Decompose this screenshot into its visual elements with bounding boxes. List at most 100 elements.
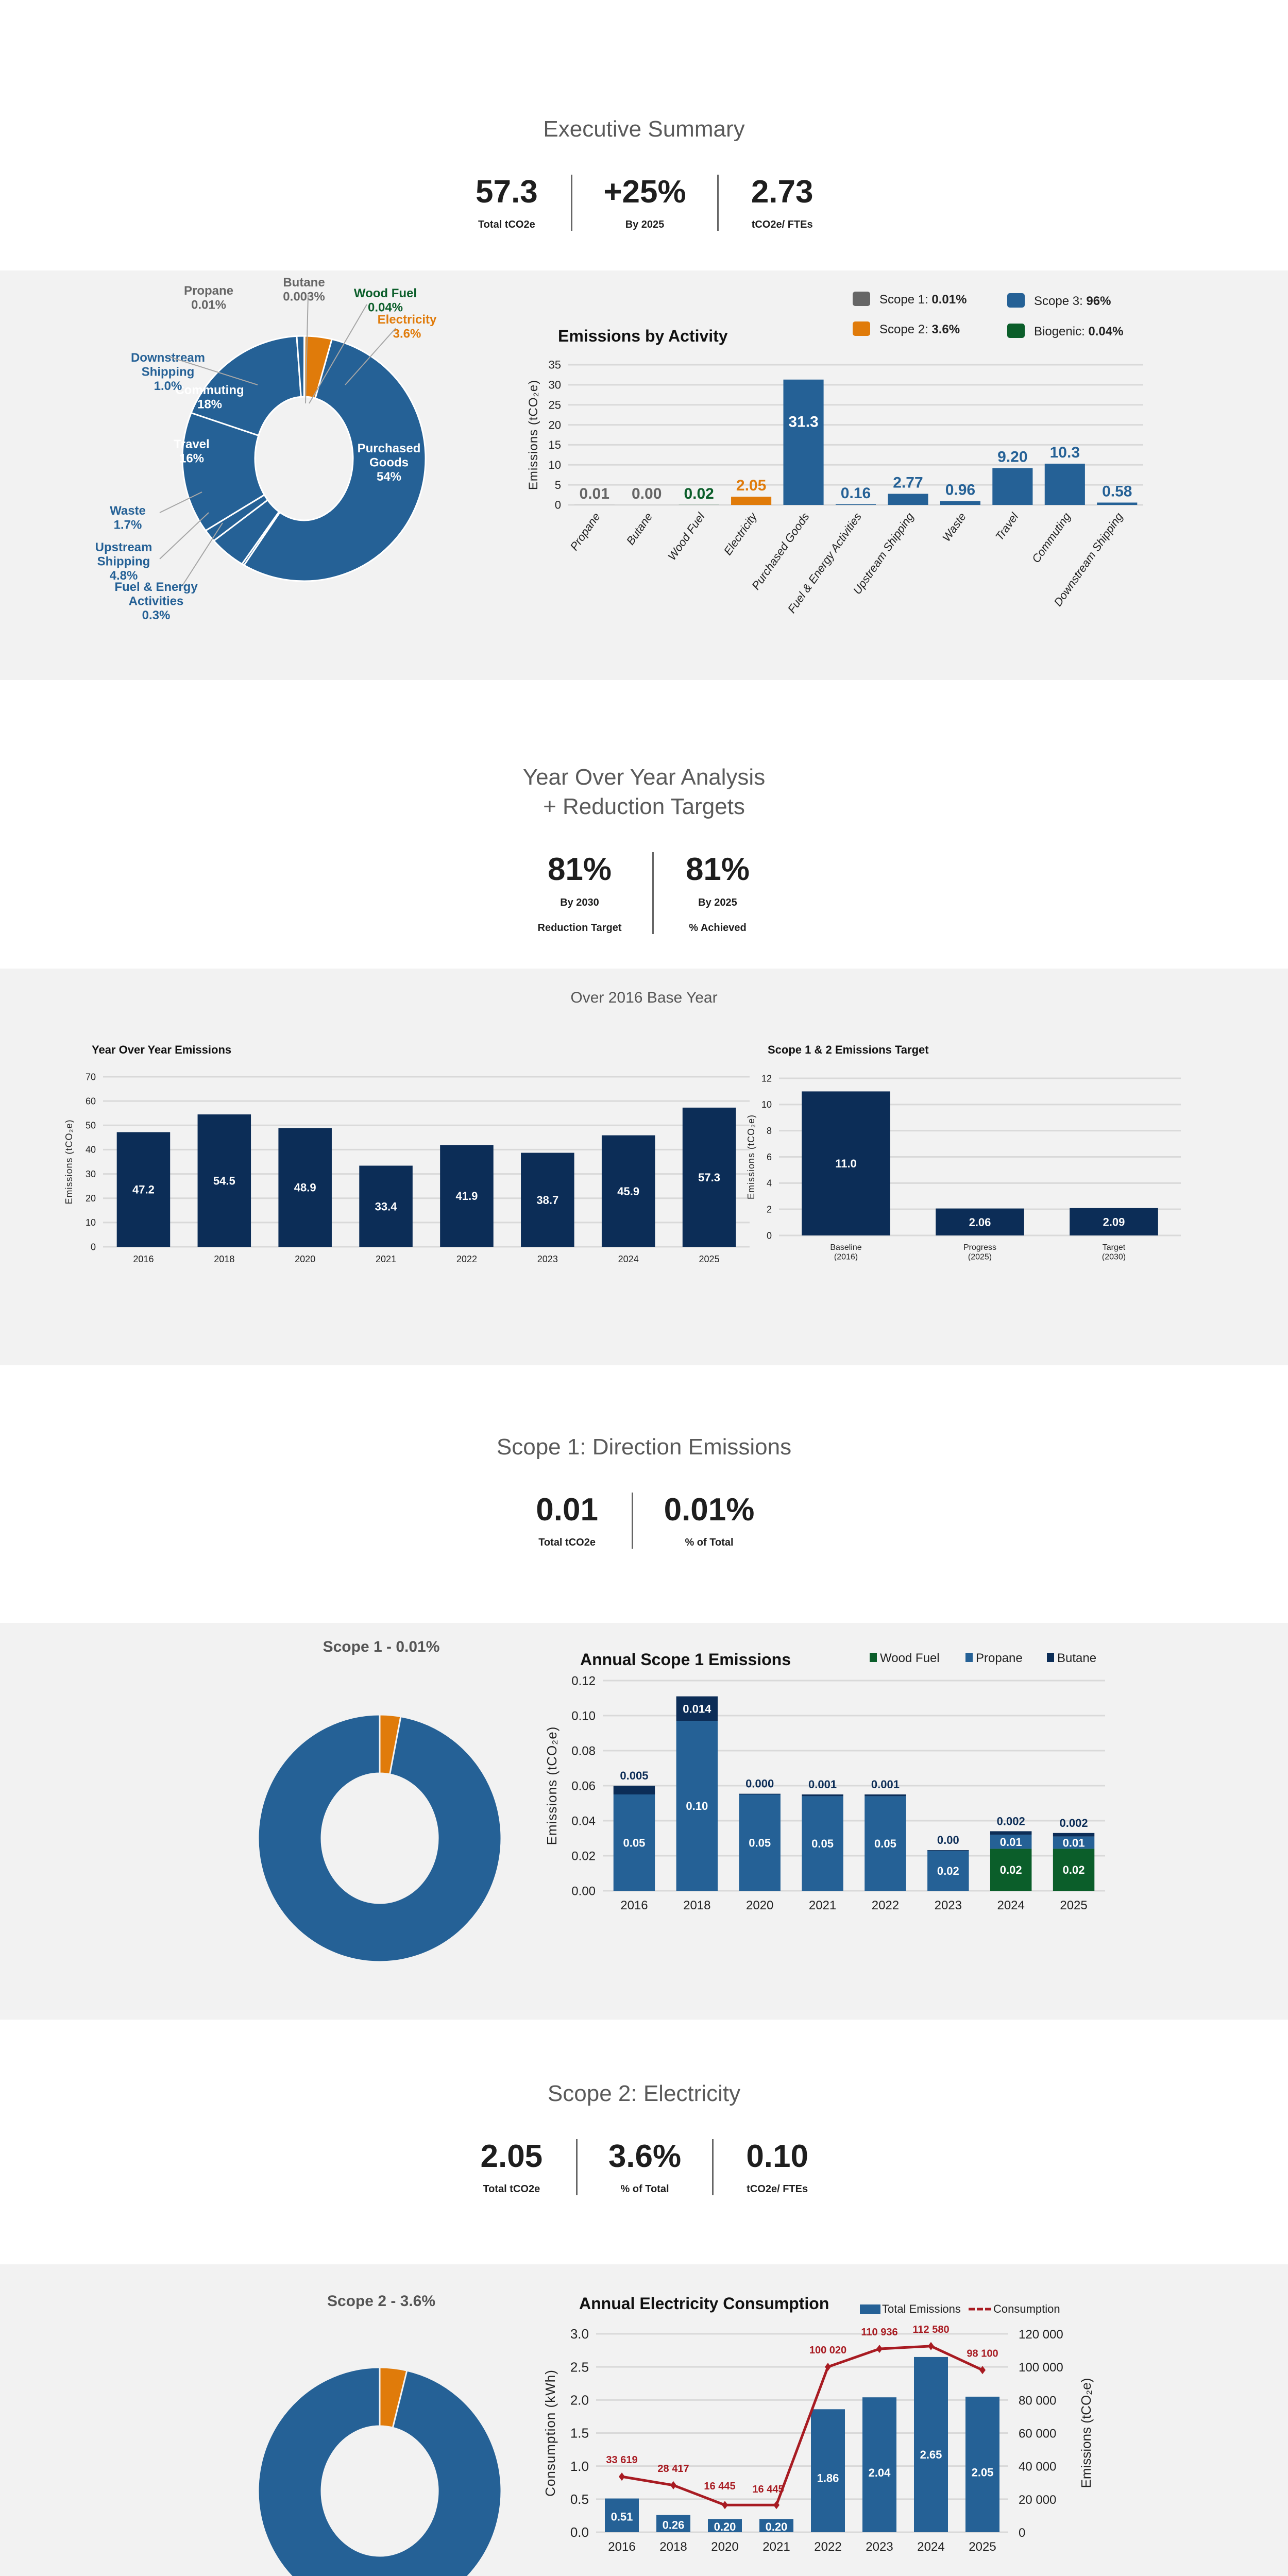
line-marker	[825, 2363, 831, 2371]
bar-segment	[990, 1849, 1032, 1891]
donut-label: Fuel & Energy Activities 0.3%	[114, 580, 198, 622]
bar	[440, 1145, 494, 1247]
leader-line	[159, 492, 202, 513]
emissions-by-activity-chart: Emissions by Activity Scope 1: 0.01% Scope…	[527, 292, 1143, 616]
data-label: 0.05	[749, 1837, 771, 1850]
kpi-row: 2.05 Total tCO2e 3.6% % of Total 0.10 tC…	[0, 2139, 1288, 2196]
kpi-row: 57.3 Total tCO2e +25% By 2025 2.73 tCO2e…	[0, 174, 1288, 231]
bar-segment	[865, 1796, 906, 1891]
section-title: Year Over Year Analysis + Reduction Targ…	[0, 680, 1288, 821]
x-tick-label: 2022	[814, 2540, 841, 2554]
line-data-label: 112 580	[912, 2324, 949, 2335]
y-tick-label: 15	[549, 438, 561, 451]
y2-tick-label: 60 000	[1019, 2427, 1056, 2441]
x-tick-label: 2022	[456, 1254, 477, 1264]
x-tick-label: 2020	[711, 2540, 738, 2554]
data-label: 0.05	[811, 1837, 834, 1850]
kpi-value: 2.73	[751, 174, 814, 210]
y-tick-label: 0	[555, 499, 561, 512]
x-tick-label: Progress (2025)	[963, 1243, 996, 1261]
legend-label: Consumption	[993, 2302, 1060, 2315]
section-title: Scope 2: Electricity	[547, 2081, 741, 2106]
bar	[197, 1114, 251, 1247]
bar-segment	[865, 1794, 906, 1797]
donut-label: Travel 16%	[174, 437, 209, 466]
y-tick-label: 70	[86, 1072, 96, 1082]
y-tick-label: 50	[86, 1121, 96, 1131]
kpi-value: 0.01	[536, 1492, 598, 1528]
annual-scope1-chart: Annual Scope 1 Emissions Wood Fuel Propane…	[544, 1650, 1105, 1912]
data-label: 33.4	[375, 1200, 398, 1213]
kpi-label: By 2030	[560, 896, 599, 908]
line-data-label: 16 445	[752, 2484, 784, 2495]
line-data-label: 33 619	[606, 2454, 637, 2466]
chart-title: Annual Electricity Consumption	[579, 2294, 829, 2313]
line-marker	[979, 2366, 986, 2375]
kpi-percent: 0.01% % of Total	[631, 1492, 786, 1549]
x-tick-label: Upstream Shipping	[851, 510, 917, 597]
bar	[783, 379, 824, 505]
y-tick-label: 25	[549, 398, 561, 411]
kpi-value: 81%	[685, 852, 750, 888]
donut-slice	[181, 412, 266, 532]
x-tick-label: Commuting	[1029, 510, 1073, 565]
line-data-label: 28 417	[657, 2463, 689, 2475]
donut-slice	[243, 338, 427, 582]
y-tick-label: 4	[767, 1178, 772, 1189]
y-tick-label: 20	[86, 1193, 96, 1204]
y-tick-label: 2	[767, 1204, 772, 1214]
line-data-label: 100 020	[809, 2345, 846, 2356]
x-tick-label: Wood Fuel	[665, 510, 707, 563]
leader-line	[182, 522, 223, 585]
line-data-label: 16 445	[704, 2481, 735, 2492]
data-label: 0.05	[623, 1837, 646, 1850]
x-tick-label: Propane	[568, 511, 603, 553]
bar	[802, 1091, 890, 1235]
x-tick-label: 2023	[935, 1899, 962, 1912]
leader-line	[305, 295, 309, 404]
data-label: 11.0	[835, 1157, 857, 1170]
section-title: Scope 1: Direction Emissions	[496, 1434, 792, 1460]
line-marker	[876, 2345, 883, 2353]
y-tick-label: 3.0	[570, 2326, 589, 2342]
section-scope1: Scope 1: Direction Emissions 0.01 Total …	[0, 1365, 1288, 1623]
x-tick-label: 2021	[809, 1899, 836, 1912]
legend-label: Wood Fuel	[880, 1651, 940, 1665]
section-title: Executive Summary	[543, 116, 745, 142]
bar	[359, 1165, 413, 1247]
bar	[656, 2515, 690, 2532]
chart-title: Scope 1 & 2 Emissions Target	[768, 1043, 929, 1056]
legend-swatch	[1047, 1653, 1054, 1662]
bar	[940, 501, 980, 505]
data-label: 0.02	[937, 1865, 959, 1877]
section-scope2: Scope 2: Electricity 2.05 Total tCO2e 3.…	[0, 2020, 1288, 2264]
legend-label: Scope 3: 96%	[1034, 294, 1111, 308]
y-tick-label: 0.0	[570, 2524, 589, 2540]
legend-label: Scope 2: 3.6%	[879, 323, 960, 336]
chart-title: Year Over Year Emissions	[92, 1043, 231, 1056]
x-tick-label: 2018	[659, 2540, 687, 2554]
bar	[811, 2409, 845, 2532]
x-tick-label: 2025	[699, 1254, 720, 1264]
data-label: 0.002	[1060, 1817, 1088, 1829]
kpi-total: 0.01 Total tCO2e	[503, 1492, 632, 1549]
x-tick-label: Travel	[993, 510, 1021, 543]
chart-title: Emissions by Activity	[558, 327, 728, 345]
yoy-charts-svg: Year Over Year Emissions010203040506070E…	[64, 1043, 1181, 1264]
scope1-donut-title: Scope 1 - 0.01%	[323, 1638, 440, 1655]
scope12-target-chart: Scope 1 & 2 Emissions Target 0 2 4 6 8 10 12 Emi…	[746, 1043, 1181, 1261]
data-label: 48.9	[294, 1181, 316, 1194]
legend-label: Propane	[976, 1651, 1023, 1665]
y-tick-label: 2.5	[570, 2359, 589, 2375]
legend-label: Total Emissions	[882, 2302, 961, 2315]
data-label: 45.9	[617, 1185, 639, 1198]
legend-swatch	[870, 1653, 877, 1662]
section-yoy: Year Over Year Analysis + Reduction Targ…	[0, 680, 1288, 969]
y-tick-label: 10	[761, 1099, 772, 1110]
bar-segment	[676, 1696, 718, 1721]
y-tick-label: 0	[767, 1230, 772, 1241]
data-label: 0.01	[1000, 1836, 1022, 1849]
line-data-label: 98 100	[967, 2348, 998, 2359]
bar-segment	[990, 1835, 1032, 1849]
data-label: 0.02	[1000, 1863, 1022, 1876]
